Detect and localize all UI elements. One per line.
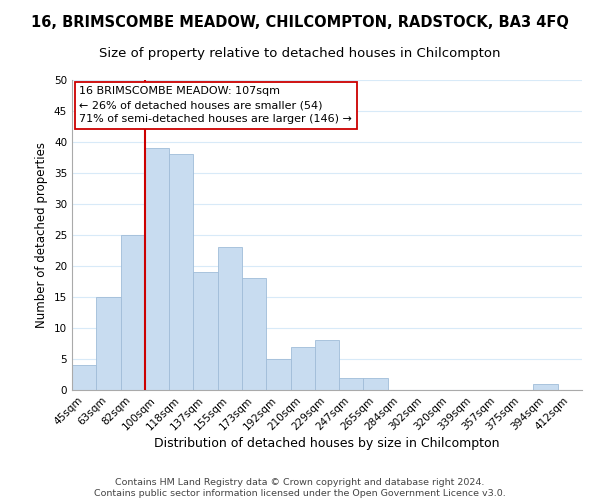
Bar [315, 340, 339, 390]
Bar [72, 365, 96, 390]
Text: 16 BRIMSCOMBE MEADOW: 107sqm
← 26% of detached houses are smaller (54)
71% of se: 16 BRIMSCOMBE MEADOW: 107sqm ← 26% of de… [79, 86, 352, 124]
Bar [533, 384, 558, 390]
Bar [266, 359, 290, 390]
Bar [96, 297, 121, 390]
Text: Size of property relative to detached houses in Chilcompton: Size of property relative to detached ho… [99, 48, 501, 60]
Bar [290, 346, 315, 390]
Bar [193, 272, 218, 390]
Text: Contains HM Land Registry data © Crown copyright and database right 2024.
Contai: Contains HM Land Registry data © Crown c… [94, 478, 506, 498]
Text: 16, BRIMSCOMBE MEADOW, CHILCOMPTON, RADSTOCK, BA3 4FQ: 16, BRIMSCOMBE MEADOW, CHILCOMPTON, RADS… [31, 15, 569, 30]
X-axis label: Distribution of detached houses by size in Chilcompton: Distribution of detached houses by size … [154, 438, 500, 450]
Bar [242, 278, 266, 390]
Bar [145, 148, 169, 390]
Bar [121, 235, 145, 390]
Bar [339, 378, 364, 390]
Bar [169, 154, 193, 390]
Bar [218, 248, 242, 390]
Y-axis label: Number of detached properties: Number of detached properties [35, 142, 49, 328]
Bar [364, 378, 388, 390]
